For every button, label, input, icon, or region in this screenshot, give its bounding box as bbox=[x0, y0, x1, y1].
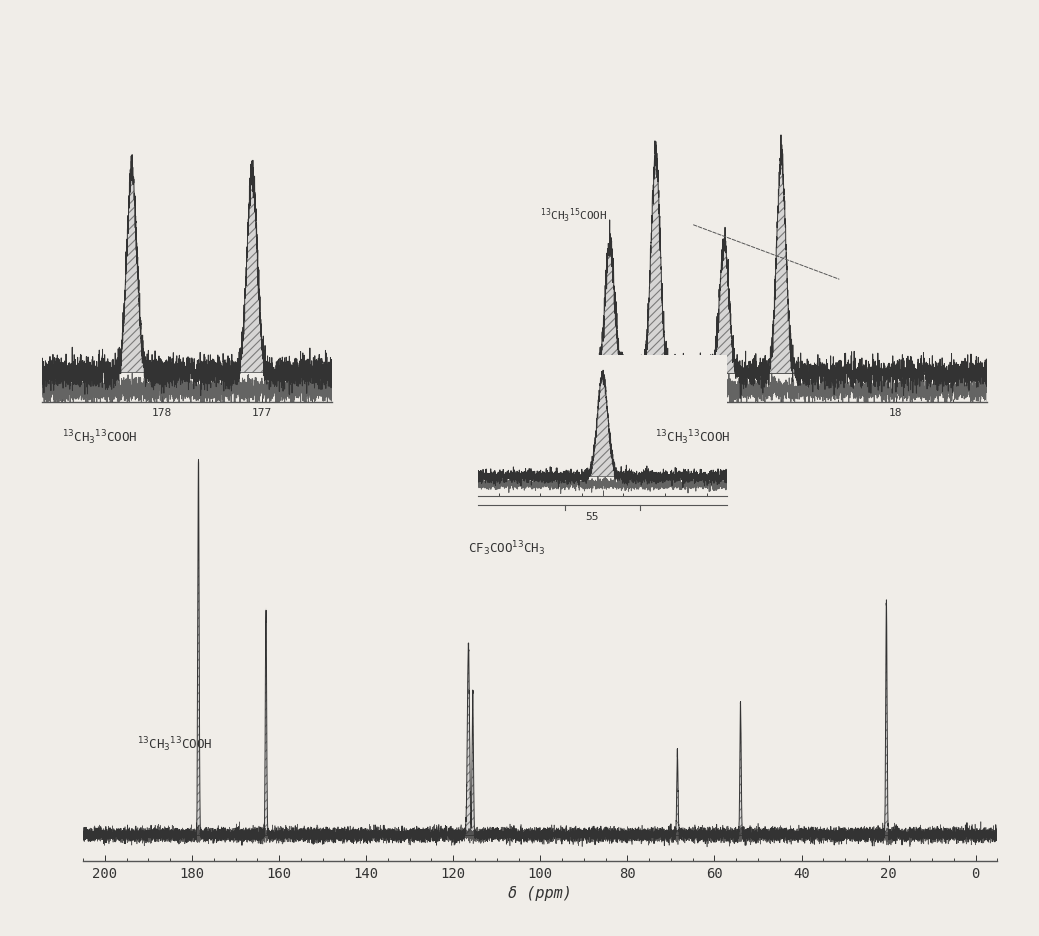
Text: $^{13}$CH$_3$$^{13}$COOH: $^{13}$CH$_3$$^{13}$COOH bbox=[62, 428, 138, 446]
Text: CF$_3$COO$^{13}$CH$_3$: CF$_3$COO$^{13}$CH$_3$ bbox=[468, 538, 544, 557]
Text: $^{13}$CH$_3$$^{13}$COOH: $^{13}$CH$_3$$^{13}$COOH bbox=[655, 428, 730, 446]
X-axis label: δ (ppm): δ (ppm) bbox=[508, 885, 572, 900]
Text: $^{13}$CH$_3$$^{15}$COOH: $^{13}$CH$_3$$^{15}$COOH bbox=[540, 207, 608, 226]
Text: 55: 55 bbox=[586, 511, 598, 521]
Text: $^{13}$CH$_3$$^{13}$COOH: $^{13}$CH$_3$$^{13}$COOH bbox=[137, 735, 212, 753]
